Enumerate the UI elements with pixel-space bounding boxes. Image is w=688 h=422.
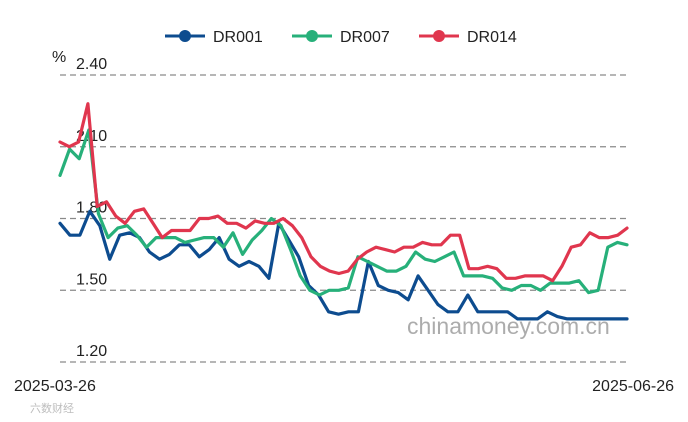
legend-marker-dr001	[179, 30, 191, 42]
legend: DR001 DR007 DR014	[165, 29, 517, 46]
series-lines	[58, 102, 629, 321]
y-tick-label-4: 2.40	[76, 56, 107, 73]
legend-label-dr014: DR014	[467, 29, 517, 46]
x-end-date-label: 2025-06-26	[592, 378, 674, 395]
series-line-dr014	[58, 102, 629, 283]
legend-label-dr001: DR001	[213, 29, 263, 46]
series-line-dr001	[58, 209, 629, 321]
y-tick-label-0: 1.20	[76, 343, 107, 360]
watermark: chinamoney.com.cn	[407, 313, 610, 339]
corner-watermark: 六数财经	[30, 401, 74, 415]
y-tick-labels: 1.201.501.802.102.40	[76, 56, 107, 360]
series-line-dr007	[58, 128, 629, 297]
legend-marker-dr014	[433, 30, 445, 42]
y-axis-unit-label: %	[52, 49, 66, 66]
legend-marker-dr007	[306, 30, 318, 42]
y-tick-label-1: 1.50	[76, 271, 107, 288]
legend-label-dr007: DR007	[340, 29, 390, 46]
x-start-date-label: 2025-03-26	[14, 378, 96, 395]
